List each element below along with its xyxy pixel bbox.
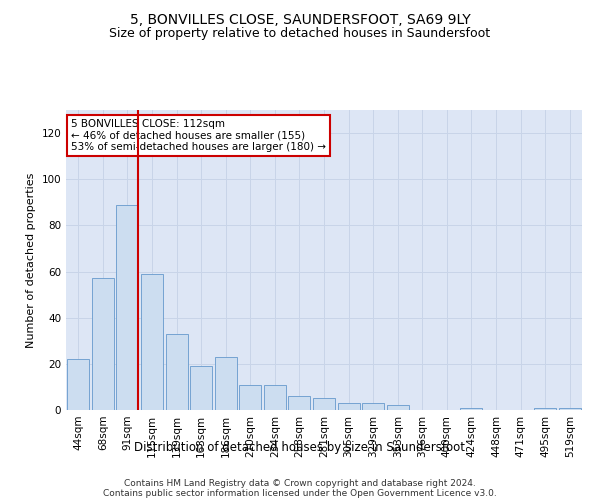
Bar bbox=[92, 278, 114, 410]
Bar bbox=[338, 403, 359, 410]
Bar bbox=[362, 403, 384, 410]
Bar bbox=[190, 366, 212, 410]
Text: Size of property relative to detached houses in Saundersfoot: Size of property relative to detached ho… bbox=[109, 28, 491, 40]
Bar bbox=[386, 406, 409, 410]
Bar bbox=[215, 357, 237, 410]
Bar bbox=[264, 384, 286, 410]
Bar bbox=[239, 384, 262, 410]
Bar bbox=[289, 396, 310, 410]
Bar bbox=[166, 334, 188, 410]
Bar bbox=[67, 359, 89, 410]
Text: 5 BONVILLES CLOSE: 112sqm
← 46% of detached houses are smaller (155)
53% of semi: 5 BONVILLES CLOSE: 112sqm ← 46% of detac… bbox=[71, 119, 326, 152]
Text: 5, BONVILLES CLOSE, SAUNDERSFOOT, SA69 9LY: 5, BONVILLES CLOSE, SAUNDERSFOOT, SA69 9… bbox=[130, 12, 470, 26]
Y-axis label: Number of detached properties: Number of detached properties bbox=[26, 172, 36, 348]
Bar bbox=[116, 204, 139, 410]
Bar bbox=[559, 408, 581, 410]
Bar bbox=[141, 274, 163, 410]
Text: Distribution of detached houses by size in Saundersfoot: Distribution of detached houses by size … bbox=[134, 441, 466, 454]
Text: Contains public sector information licensed under the Open Government Licence v3: Contains public sector information licen… bbox=[103, 488, 497, 498]
Bar bbox=[460, 408, 482, 410]
Bar bbox=[534, 408, 556, 410]
Text: Contains HM Land Registry data © Crown copyright and database right 2024.: Contains HM Land Registry data © Crown c… bbox=[124, 478, 476, 488]
Bar bbox=[313, 398, 335, 410]
